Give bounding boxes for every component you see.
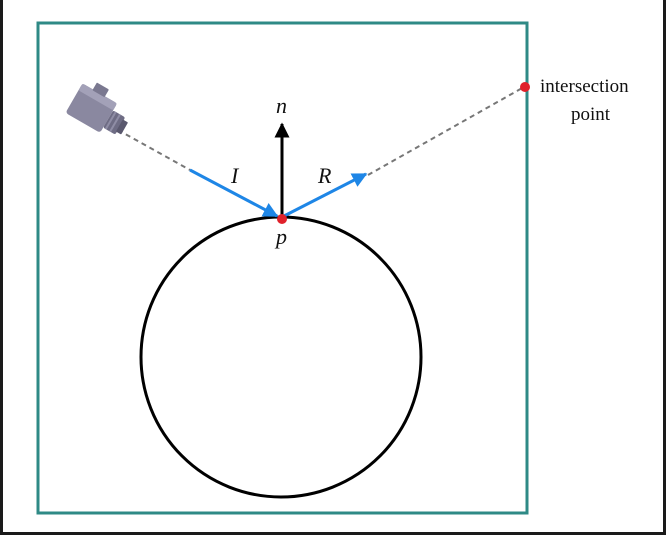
incident-vector — [189, 168, 279, 218]
surface-point — [277, 214, 287, 224]
intersection-point-marker — [520, 82, 530, 92]
intersection-label-line2: point — [571, 104, 611, 125]
reflected-ray-dashed — [367, 86, 525, 176]
scene-frame — [36, 21, 529, 515]
normal-label: n — [276, 93, 287, 118]
point-label: p — [274, 224, 287, 249]
intersection-label-line1: intersection — [540, 76, 629, 97]
camera-ray-dashed — [117, 129, 191, 171]
canvas-background — [3, 0, 663, 532]
incident-label: I — [230, 163, 240, 188]
camera-icon — [66, 82, 128, 135]
reflected-vector — [283, 172, 368, 218]
reflected-label: R — [317, 163, 332, 188]
